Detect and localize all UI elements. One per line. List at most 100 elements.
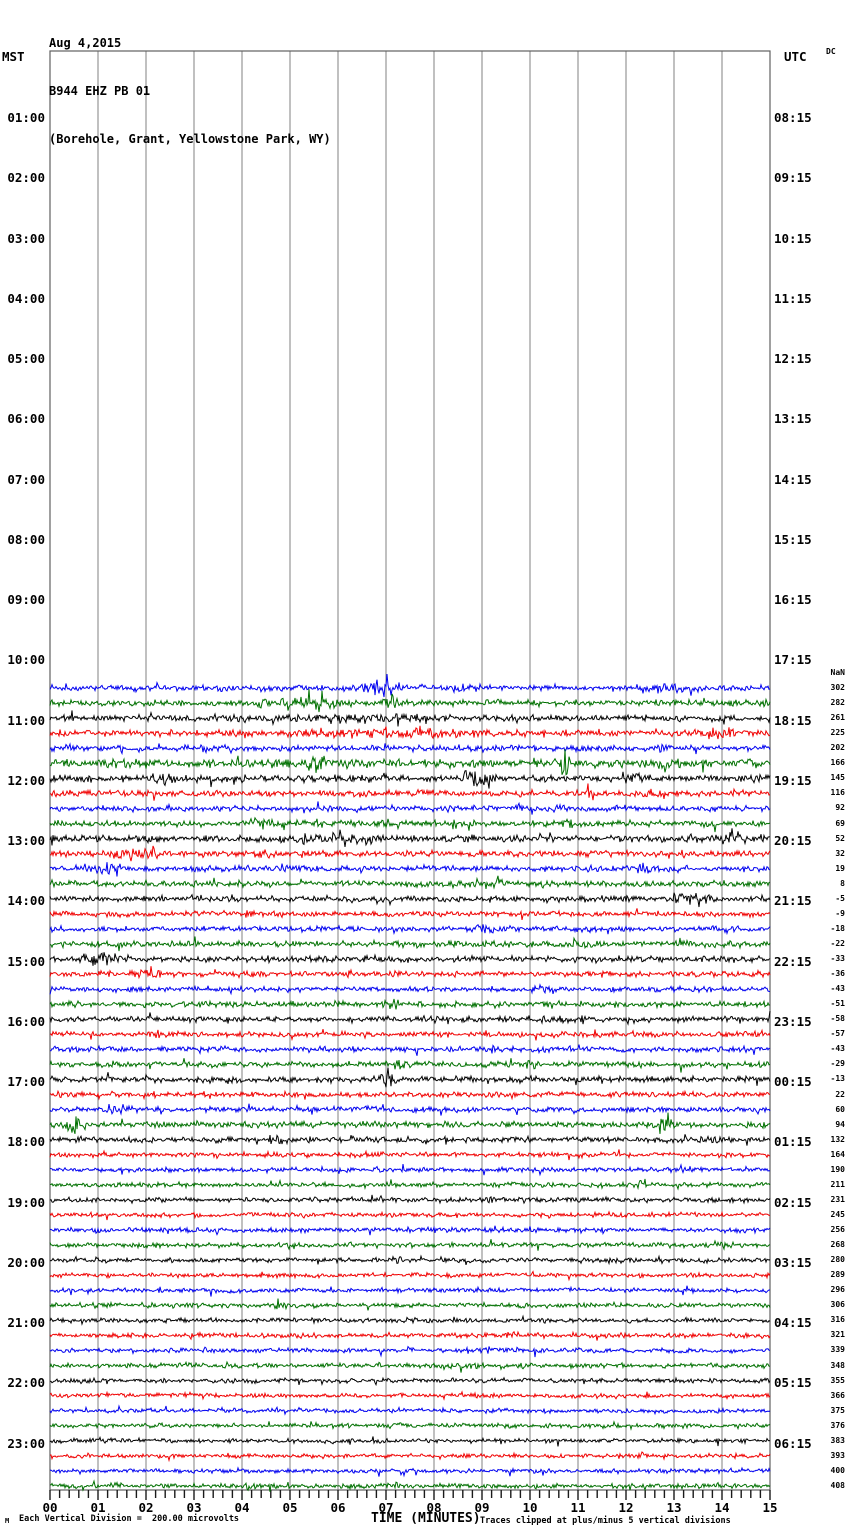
x-tick-label: 06 bbox=[330, 1500, 346, 1515]
dc-column-label: DC bbox=[826, 47, 836, 56]
dc-value-label: 321 bbox=[830, 1330, 845, 1340]
dc-value-label: -33 bbox=[830, 954, 845, 964]
left-time-label: 08:00 bbox=[7, 531, 45, 547]
x-tick-label: 07 bbox=[378, 1500, 394, 1515]
seismogram-trace bbox=[49, 1330, 771, 1341]
x-tick-label: 09 bbox=[474, 1500, 490, 1515]
left-time-label: 02:00 bbox=[7, 170, 45, 186]
left-time-label: 18:00 bbox=[7, 1134, 45, 1150]
left-time-label: 09:00 bbox=[7, 592, 45, 607]
seismogram-trace bbox=[49, 749, 771, 776]
seismogram-trace bbox=[49, 1225, 771, 1236]
seismogram-trace bbox=[49, 828, 771, 847]
seismogram-trace bbox=[49, 710, 771, 727]
right-time-label: 14:15 bbox=[774, 471, 812, 487]
left-time-label: 11:00 bbox=[7, 712, 45, 728]
left-time-label: 14:00 bbox=[7, 893, 45, 909]
plot-border bbox=[49, 50, 771, 1491]
seismogram-trace bbox=[49, 1178, 771, 1191]
seismogram-trace bbox=[49, 1298, 771, 1311]
x-tick-label: 12 bbox=[618, 1500, 634, 1515]
dc-value-label: 339 bbox=[830, 1345, 845, 1355]
dc-value-label: -22 bbox=[830, 938, 845, 948]
right-time-label: 05:15 bbox=[774, 1375, 812, 1391]
dc-value-label: 92 bbox=[835, 803, 845, 813]
left-time-label: 23:00 bbox=[7, 1435, 45, 1451]
dc-value-label: 348 bbox=[830, 1360, 845, 1370]
dc-value-label: 256 bbox=[830, 1225, 845, 1235]
seismogram-trace bbox=[49, 1163, 771, 1177]
dc-value-label: 383 bbox=[830, 1435, 845, 1445]
left-time-label: 12:00 bbox=[7, 772, 45, 788]
seismogram-trace bbox=[49, 1435, 771, 1447]
left-time-label: 10:00 bbox=[7, 652, 45, 668]
dc-value-label: 375 bbox=[830, 1405, 845, 1415]
x-tick-label: 00 bbox=[42, 1500, 58, 1515]
seismogram-trace bbox=[49, 1345, 771, 1358]
right-time-label: 18:15 bbox=[774, 712, 812, 728]
dc-value-label: 366 bbox=[830, 1390, 845, 1400]
right-timezone-label: UTC bbox=[784, 49, 807, 64]
dc-value-label: 268 bbox=[830, 1240, 845, 1250]
dc-value-label: -43 bbox=[830, 1044, 845, 1054]
left-time-label: 04:00 bbox=[7, 290, 45, 306]
left-time-label: 19:00 bbox=[7, 1194, 45, 1210]
seismogram-trace bbox=[49, 908, 771, 921]
seismogram-trace bbox=[49, 1376, 771, 1387]
left-time-label: 13:00 bbox=[7, 833, 45, 848]
x-tick-label: 10 bbox=[522, 1500, 538, 1515]
x-tick-label: 01 bbox=[90, 1500, 106, 1515]
seismogram-trace bbox=[49, 845, 771, 862]
left-time-label: 05:00 bbox=[7, 351, 45, 366]
dc-value-label: 316 bbox=[830, 1315, 845, 1325]
seismogram-trace bbox=[49, 1451, 771, 1463]
seismogram-trace bbox=[49, 1194, 771, 1205]
seismogram-trace bbox=[49, 862, 771, 877]
dc-value-label: 376 bbox=[830, 1420, 845, 1430]
dc-value-label: 94 bbox=[835, 1119, 845, 1129]
seismogram-trace bbox=[49, 998, 771, 1010]
seismogram-trace bbox=[49, 966, 771, 980]
seismogram-trace bbox=[49, 1058, 771, 1073]
dc-value-label: 52 bbox=[835, 833, 845, 843]
dc-value-label: -58 bbox=[830, 1014, 845, 1024]
dc-value-label: -18 bbox=[830, 923, 845, 933]
dc-value-label: -29 bbox=[830, 1059, 845, 1069]
dc-value-label: 22 bbox=[835, 1089, 845, 1099]
dc-value-label: 32 bbox=[835, 848, 845, 858]
seismogram-trace bbox=[49, 1270, 771, 1282]
seismogram-trace bbox=[49, 1390, 771, 1401]
dc-value-label: 116 bbox=[830, 788, 845, 798]
plot-header: Aug 4,2015 B944 EHZ PB 01 (Borehole, Gra… bbox=[49, 3, 331, 179]
dc-value-label: 190 bbox=[830, 1164, 845, 1174]
seismogram-trace bbox=[49, 689, 771, 713]
left-time-label: 03:00 bbox=[7, 230, 45, 246]
seismogram-trace bbox=[49, 1360, 771, 1373]
dc-value-label: 69 bbox=[835, 818, 845, 828]
seismogram-trace bbox=[49, 1067, 771, 1088]
dc-value-label: 355 bbox=[830, 1375, 845, 1385]
dc-value-label: 202 bbox=[830, 743, 845, 753]
seismogram-trace bbox=[49, 875, 771, 890]
seismogram-trace bbox=[49, 1112, 771, 1135]
seismogram-trace bbox=[49, 1210, 770, 1221]
dc-value-label: 280 bbox=[830, 1255, 845, 1265]
right-time-label: 03:15 bbox=[774, 1254, 812, 1270]
right-time-label: 21:15 bbox=[774, 893, 812, 909]
watermark-glyph: M bbox=[5, 1517, 10, 1525]
seismogram-trace bbox=[49, 783, 771, 801]
right-time-label: 08:15 bbox=[774, 110, 812, 125]
dc-value-label: NaN bbox=[830, 668, 845, 677]
x-tick-label: 15 bbox=[762, 1500, 778, 1515]
left-time-label: 21:00 bbox=[7, 1315, 45, 1330]
seismogram-trace bbox=[49, 1089, 771, 1101]
dc-value-label: 8 bbox=[840, 878, 845, 888]
dc-value-label: 211 bbox=[830, 1179, 845, 1189]
dc-value-label: 393 bbox=[830, 1450, 845, 1460]
dc-value-label: 302 bbox=[830, 683, 845, 693]
dc-value-label: 306 bbox=[830, 1300, 845, 1310]
x-tick-label: 13 bbox=[666, 1500, 682, 1515]
x-tick-label: 11 bbox=[570, 1500, 586, 1515]
